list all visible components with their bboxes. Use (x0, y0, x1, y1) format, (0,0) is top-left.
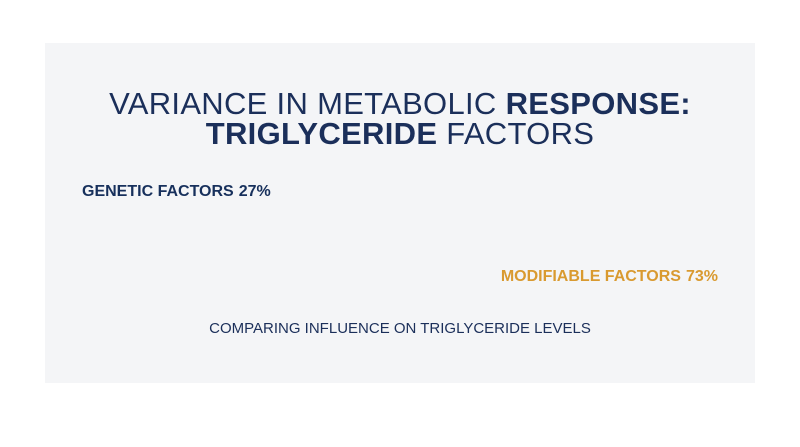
legend-name: MODIFIABLE FACTORS (500, 268, 681, 285)
title-line: TRIGLYCERIDE FACTORS (0, 116, 800, 152)
card (45, 43, 755, 383)
value-label: 73% (685, 268, 718, 285)
title-part: TRIGLYCERIDE (205, 116, 438, 151)
title-part: VARIANCE IN METABOLIC (109, 86, 497, 121)
segment-label: GENETIC FACTORS 27% (82, 183, 271, 201)
bar (82, 212, 718, 257)
caption: COMPARING INFLUENCE ON TRIGLYCERIDE LEVE… (209, 320, 591, 337)
legend-name: GENETIC FACTORS (82, 183, 234, 200)
segment-label: MODIFIABLE FACTORS 73% (501, 268, 718, 286)
title-line: VARIANCE IN METABOLIC RESPONSE: (0, 86, 800, 122)
title-part: RESPONSE: (505, 86, 691, 121)
value-label: 27% (238, 183, 271, 200)
title-part: FACTORS (446, 116, 595, 151)
